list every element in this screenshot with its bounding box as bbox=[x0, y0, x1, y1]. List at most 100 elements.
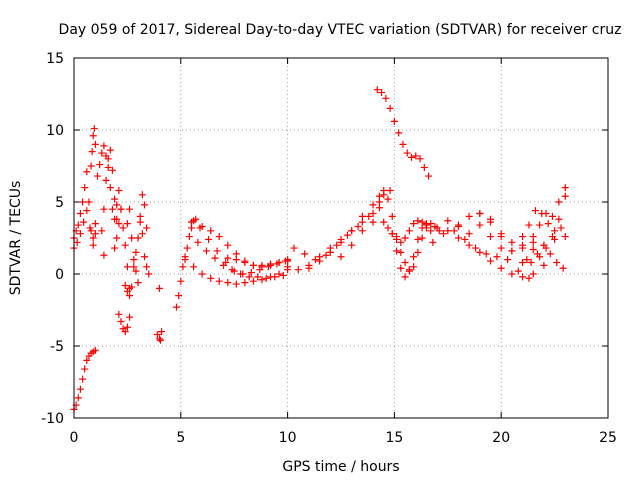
series-early-d bbox=[98, 146, 121, 235]
series-late-2 bbox=[429, 227, 533, 282]
data-point bbox=[213, 247, 221, 255]
data-point bbox=[450, 227, 458, 235]
data-point bbox=[403, 149, 411, 157]
x-tick-label: 15 bbox=[385, 430, 403, 446]
data-point bbox=[224, 241, 232, 249]
data-point bbox=[83, 356, 91, 364]
data-point bbox=[90, 125, 98, 133]
data-point bbox=[143, 263, 151, 271]
data-point bbox=[111, 195, 119, 203]
data-point bbox=[316, 257, 324, 265]
data-point bbox=[369, 210, 377, 218]
data-point bbox=[390, 117, 398, 125]
data-point bbox=[119, 224, 127, 232]
data-point bbox=[237, 270, 245, 278]
data-point bbox=[536, 253, 544, 261]
data-point bbox=[407, 153, 415, 161]
series-early-e bbox=[111, 205, 134, 292]
data-point bbox=[157, 336, 165, 344]
data-point bbox=[284, 256, 292, 264]
data-point bbox=[100, 251, 108, 259]
x-tick-labels: 0 5 10 15 20 25 bbox=[70, 430, 617, 446]
data-point bbox=[476, 221, 484, 229]
data-point bbox=[79, 375, 87, 383]
data-point bbox=[232, 280, 240, 288]
data-point bbox=[134, 279, 142, 287]
data-point bbox=[542, 244, 550, 252]
series-mid-5 bbox=[224, 254, 292, 271]
data-point bbox=[354, 222, 362, 230]
data-point bbox=[140, 201, 148, 209]
data-point bbox=[76, 210, 84, 218]
data-point bbox=[444, 227, 452, 235]
data-point bbox=[519, 244, 527, 252]
data-point bbox=[425, 172, 433, 180]
data-point bbox=[487, 257, 495, 265]
data-point bbox=[275, 270, 283, 278]
data-point bbox=[83, 168, 91, 176]
data-point bbox=[386, 186, 394, 194]
data-point bbox=[418, 224, 426, 232]
data-point bbox=[93, 172, 101, 180]
data-point bbox=[514, 267, 522, 275]
data-point bbox=[98, 149, 106, 157]
data-point bbox=[175, 292, 183, 300]
data-point bbox=[205, 235, 213, 243]
data-point bbox=[444, 217, 452, 225]
data-point bbox=[108, 205, 116, 213]
data-point bbox=[519, 233, 527, 241]
x-tick-label: 0 bbox=[70, 430, 79, 446]
data-point bbox=[412, 152, 420, 160]
data-point bbox=[504, 256, 512, 264]
data-point bbox=[241, 279, 249, 287]
data-point bbox=[249, 277, 257, 285]
data-point bbox=[123, 287, 131, 295]
series-early-h bbox=[136, 191, 151, 232]
data-point bbox=[540, 261, 548, 269]
data-point bbox=[115, 310, 123, 318]
data-point bbox=[497, 244, 505, 252]
data-point bbox=[102, 176, 110, 184]
series-mid-4 bbox=[194, 238, 287, 282]
data-point bbox=[433, 224, 441, 232]
data-point bbox=[384, 224, 392, 232]
data-point bbox=[87, 162, 95, 170]
data-point bbox=[373, 86, 381, 94]
data-point bbox=[91, 346, 99, 354]
data-point bbox=[232, 256, 240, 264]
data-point bbox=[416, 155, 424, 163]
series-end-2 bbox=[519, 207, 565, 241]
data-point bbox=[117, 205, 125, 213]
data-point bbox=[126, 205, 134, 213]
data-point bbox=[173, 303, 181, 311]
data-point bbox=[538, 210, 546, 218]
data-point bbox=[153, 330, 161, 338]
series-peak-15c bbox=[388, 220, 430, 281]
data-point bbox=[202, 247, 210, 255]
data-point bbox=[337, 253, 345, 261]
data-point bbox=[190, 263, 198, 271]
data-point bbox=[113, 215, 121, 223]
data-point bbox=[132, 267, 140, 275]
series-top-curve bbox=[373, 86, 433, 180]
data-point bbox=[254, 273, 262, 281]
data-point bbox=[401, 234, 409, 242]
data-point bbox=[211, 254, 219, 262]
data-point bbox=[388, 212, 396, 220]
data-point bbox=[561, 192, 569, 200]
data-point bbox=[80, 218, 88, 226]
data-point bbox=[529, 246, 537, 254]
data-point bbox=[305, 264, 313, 272]
data-point bbox=[104, 155, 112, 163]
data-point bbox=[294, 266, 302, 274]
x-tick-label: 20 bbox=[492, 430, 510, 446]
data-point bbox=[561, 233, 569, 241]
series-end-1 bbox=[523, 184, 569, 264]
data-point bbox=[527, 258, 535, 266]
data-point bbox=[111, 244, 119, 252]
data-point bbox=[198, 222, 206, 230]
data-point bbox=[115, 186, 123, 194]
x-tick-label: 10 bbox=[279, 430, 297, 446]
